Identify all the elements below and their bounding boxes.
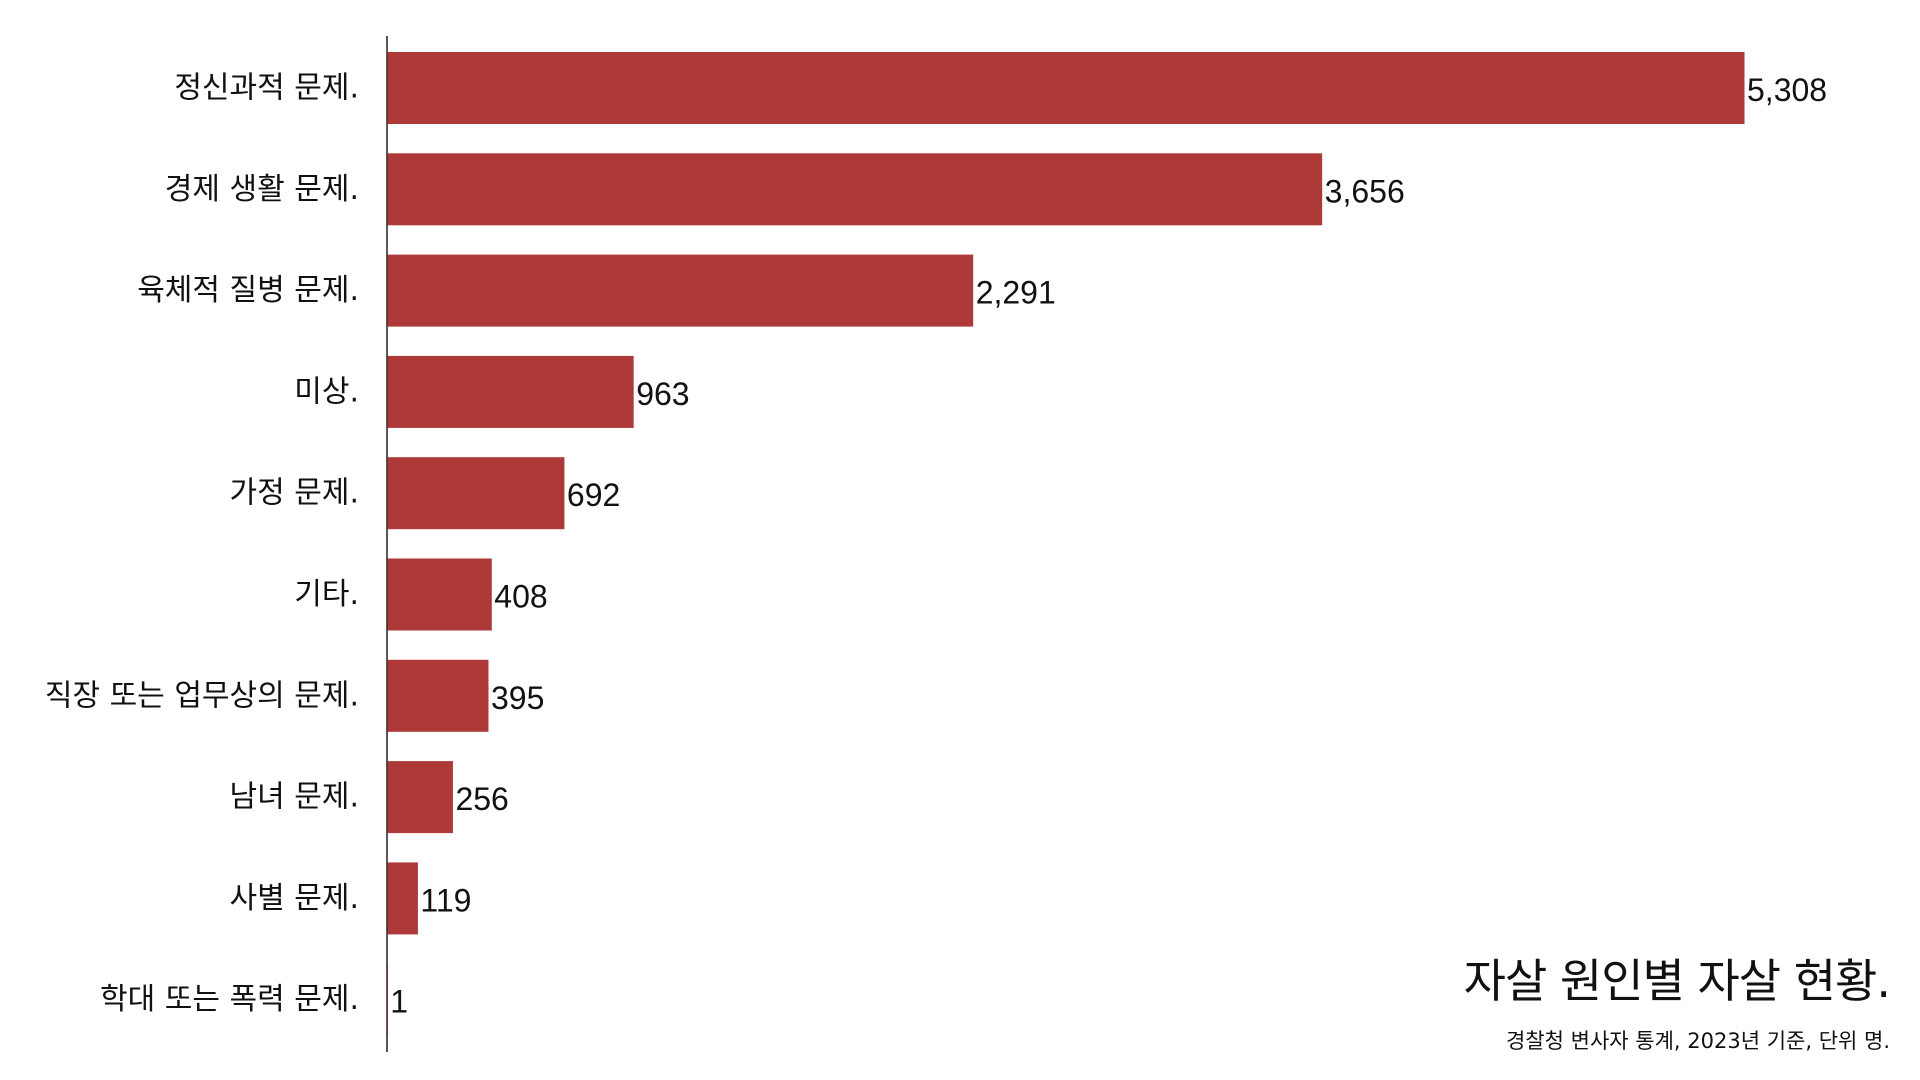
chart-subtitle: 경찰청 변사자 통계, 2023년 기준, 단위 명. [1506,1029,1890,1053]
value-label-1: 3,656 [1325,173,1405,209]
chart-title: 자살 원인별 자살 현황. [1463,954,1891,1008]
bar-3 [387,355,634,428]
bar-0 [387,52,1745,124]
category-label-9: 학대 또는 폭력 문제. [100,982,359,1017]
value-label-8: 119 [420,882,471,918]
value-label-3: 963 [636,376,689,412]
value-label-6: 395 [491,680,544,716]
category-label-8: 사별 문제. [230,881,359,916]
category-label-4: 가정 문제. [230,476,359,511]
value-label-7: 256 [455,781,508,817]
category-label-2: 육체적 질병 문제. [137,273,359,308]
value-label-5: 408 [494,579,547,615]
bar-2 [387,254,974,327]
category-label-7: 남녀 문제. [230,780,359,815]
category-label-1: 경제 생활 문제. [165,172,359,207]
bar-8 [387,862,418,935]
bar-1 [387,153,1323,226]
value-label-9: 1 [390,984,408,1020]
category-label-6: 직장 또는 업무상의 문제. [45,678,359,713]
bar-7 [387,761,453,834]
value-label-4: 692 [567,477,620,513]
category-label-0: 정신과적 문제. [174,71,359,106]
bar-6 [387,659,489,732]
value-label-0: 5,308 [1747,72,1827,108]
bar-4 [387,457,565,530]
value-label-2: 2,291 [976,275,1056,311]
bar-5 [387,558,492,631]
category-label-5: 기타. [294,577,359,612]
category-label-3: 미상. [294,374,359,409]
